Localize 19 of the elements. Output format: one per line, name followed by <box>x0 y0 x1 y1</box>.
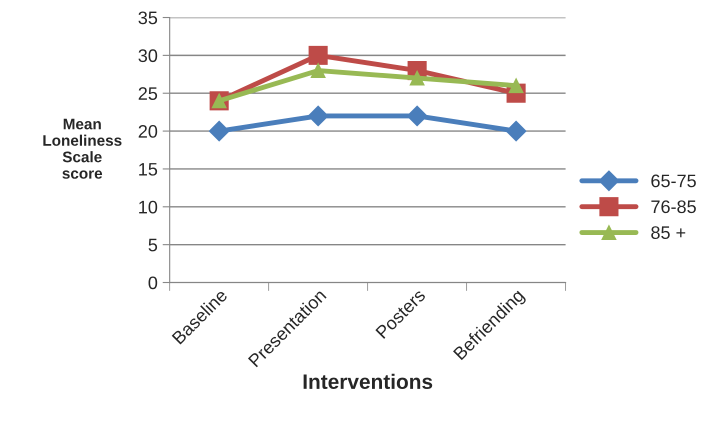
y-tick-label: 25 <box>138 87 158 100</box>
point <box>308 106 328 126</box>
point <box>308 46 328 65</box>
y-tick-label: 10 <box>139 200 158 214</box>
y-tick-label: 15 <box>139 163 158 176</box>
y-tick-label: 30 <box>138 49 158 62</box>
legend-label: 76-85 <box>651 200 696 214</box>
y-tick-label: 0 <box>148 276 158 290</box>
legend-label: 85 + <box>651 226 686 240</box>
point <box>506 120 526 142</box>
point <box>406 106 428 126</box>
point <box>310 63 326 78</box>
y-axis-title: Mean Loneliness Scale score <box>43 118 122 179</box>
y-tick-label: 5 <box>148 238 158 252</box>
y-tick-label: 20 <box>138 125 158 138</box>
x-axis-title: Interventions <box>304 374 432 390</box>
point <box>208 120 230 142</box>
legend-label: 65-75 <box>651 174 696 188</box>
y-tick-label: 35 <box>138 11 158 24</box>
